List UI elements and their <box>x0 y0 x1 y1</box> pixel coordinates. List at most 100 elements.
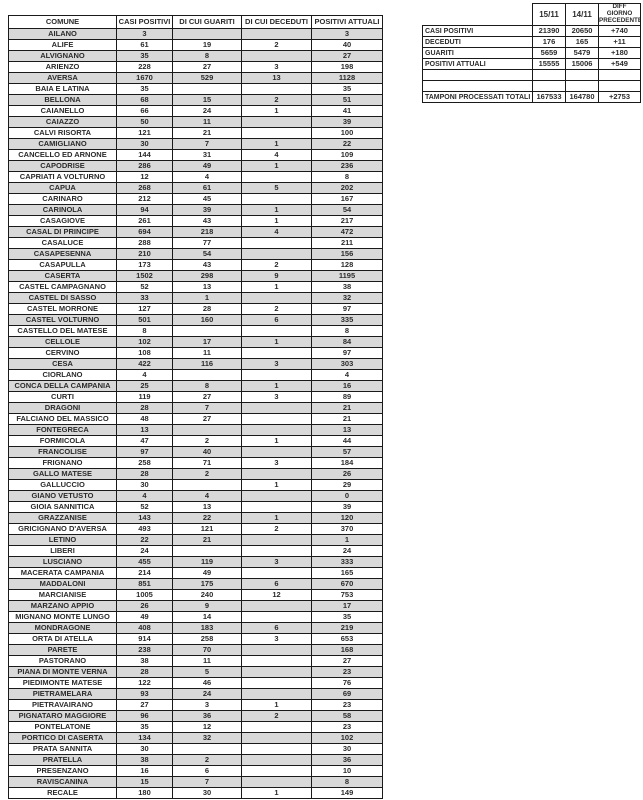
value-cell: 97 <box>116 446 173 458</box>
value-cell: 36 <box>172 710 242 722</box>
summary-table: 15/11 14/11 DIFF GIORNO PRECEDENTE CASI PO… <box>422 3 641 103</box>
table-row: GIOIA SANNITICA 52 13 39 <box>8 501 383 513</box>
comune-cell: PIANA DI MONTE VERNA <box>8 666 117 678</box>
comune-cell: CURTI <box>8 391 117 403</box>
value-cell: 1 <box>241 204 312 216</box>
value-cell: 35 <box>311 611 383 623</box>
value-cell: 89 <box>311 391 383 403</box>
comune-cell: CASTEL DI SASSO <box>8 292 117 304</box>
value-cell: 4 <box>241 226 312 238</box>
value-cell: 2 <box>241 303 312 315</box>
comune-cell: AVERSA <box>8 72 117 84</box>
table-row: LIBERI 24 24 <box>8 545 383 557</box>
value-cell: 43 <box>172 215 242 227</box>
value-cell: 7 <box>172 776 242 788</box>
summary-value-cell: 167533 <box>532 91 566 103</box>
comune-cell: CASAL DI PRINCIPE <box>8 226 117 238</box>
value-cell: 219 <box>311 622 383 634</box>
table-row: FALCIANO DEL MASSICO 48 27 21 <box>8 413 383 425</box>
value-cell: 4 <box>116 369 173 381</box>
table-row: CAPODRISE 286 49 1 236 <box>8 160 383 172</box>
comune-cell: PARETE <box>8 644 117 656</box>
value-cell <box>172 325 242 337</box>
table-row: MARCIANISE 1005 240 12 753 <box>8 589 383 601</box>
value-cell: 30 <box>311 743 383 755</box>
value-cell: 27 <box>311 655 383 667</box>
value-cell <box>241 721 312 733</box>
value-cell: 370 <box>311 523 383 535</box>
value-cell: 27 <box>172 413 242 425</box>
table-row: DRAGONI 28 7 21 <box>8 402 383 414</box>
value-cell: 1 <box>241 512 312 524</box>
comune-cell: CASTEL VOLTURNO <box>8 314 117 326</box>
value-cell: 0 <box>311 490 383 502</box>
summary-value-cell: +740 <box>598 25 641 37</box>
comune-cell: CANCELLO ED ARNONE <box>8 149 117 161</box>
value-cell: 38 <box>116 655 173 667</box>
value-cell <box>241 600 312 612</box>
comune-cell: CASTEL MORRONE <box>8 303 117 315</box>
municipalities-table-body: AILANO 3 3 ALIFE 61 19 2 40 ALVIGNANO 35 8 27 ARIENZ… <box>8 28 383 799</box>
value-cell: 61 <box>172 182 242 194</box>
comune-cell: CAIAZZO <box>8 116 117 128</box>
value-cell: 1 <box>241 336 312 348</box>
value-cell: 212 <box>116 193 173 205</box>
value-cell: 121 <box>172 523 242 535</box>
table-row: PARETE 238 70 168 <box>8 644 383 656</box>
comune-cell: PASTORANO <box>8 655 117 667</box>
value-cell <box>241 248 312 260</box>
comune-cell: CAPUA <box>8 182 117 194</box>
value-cell: 109 <box>311 149 383 161</box>
value-cell: 286 <box>116 160 173 172</box>
value-cell: 455 <box>116 556 173 568</box>
comune-cell: PIGNATARO MAGGIORE <box>8 710 117 722</box>
table-row: CELLOLE 102 17 1 84 <box>8 336 383 348</box>
comune-cell: CAMIGLIANO <box>8 138 117 150</box>
table-row: CAPRIATI A VOLTURNO 12 4 8 <box>8 171 383 183</box>
comune-cell: RAVISCANINA <box>8 776 117 788</box>
table-row: CANCELLO ED ARNONE 144 31 4 109 <box>8 149 383 161</box>
value-cell: 180 <box>116 787 173 799</box>
summary-label-cell: GUARITI <box>422 47 533 59</box>
value-cell: 214 <box>116 567 173 579</box>
table-row: RECALE 180 30 1 149 <box>8 787 383 799</box>
value-cell: 12 <box>241 589 312 601</box>
value-cell: 23 <box>311 666 383 678</box>
summary-value-cell <box>532 69 566 81</box>
table-row: CALVI RISORTA 121 21 100 <box>8 127 383 139</box>
value-cell: 1 <box>241 281 312 293</box>
value-cell: 529 <box>172 72 242 84</box>
comune-cell: MARZANO APPIO <box>8 600 117 612</box>
table-row: PRESENZANO 16 6 10 <box>8 765 383 777</box>
value-cell <box>241 127 312 139</box>
comune-cell: PORTICO DI CASERTA <box>8 732 117 744</box>
value-cell: 16 <box>116 765 173 777</box>
summary-value-cell <box>532 80 566 92</box>
value-cell <box>241 468 312 480</box>
value-cell <box>172 743 242 755</box>
table-row: ALIFE 61 19 2 40 <box>8 39 383 51</box>
comune-cell: ALVIGNANO <box>8 50 117 62</box>
value-cell: 8 <box>116 325 173 337</box>
comune-cell: CASALUCE <box>8 237 117 249</box>
value-cell: 261 <box>116 215 173 227</box>
table-row: AILANO 3 3 <box>8 28 383 40</box>
value-cell: 116 <box>172 358 242 370</box>
value-cell: 52 <box>116 501 173 513</box>
value-cell <box>172 545 242 557</box>
value-cell: 6 <box>172 765 242 777</box>
value-cell: 57 <box>311 446 383 458</box>
value-cell: 44 <box>311 435 383 447</box>
comune-cell: FALCIANO DEL MASSICO <box>8 413 117 425</box>
summary-value-cell <box>598 80 641 92</box>
value-cell: 49 <box>172 160 242 172</box>
value-cell: 493 <box>116 523 173 535</box>
value-cell: 61 <box>116 39 173 51</box>
value-cell <box>172 424 242 436</box>
table-row: CASTEL VOLTURNO 501 160 6 335 <box>8 314 383 326</box>
value-cell: 3 <box>241 391 312 403</box>
value-cell: 119 <box>172 556 242 568</box>
table-row: GALLO MATESE 28 2 26 <box>8 468 383 480</box>
value-cell <box>241 193 312 205</box>
value-cell: 1670 <box>116 72 173 84</box>
